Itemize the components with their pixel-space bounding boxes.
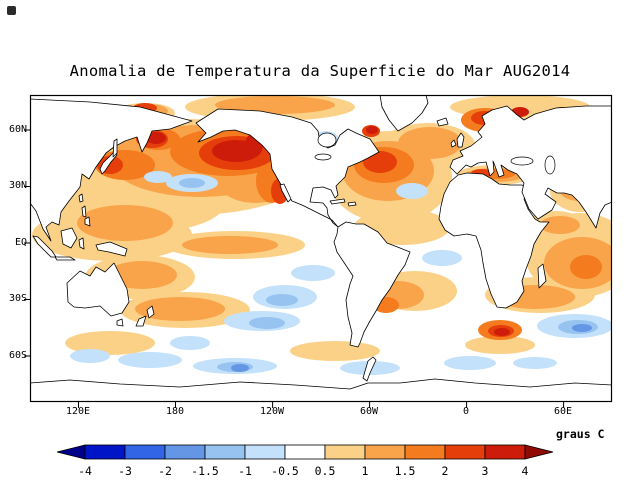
colorbar-segment xyxy=(204,444,246,460)
lon-tick-label: 120W xyxy=(259,406,285,417)
greenland xyxy=(379,95,429,132)
africa xyxy=(438,172,550,309)
chart-title: Anomalia de Temperatura da Superficie do… xyxy=(69,62,571,80)
asia xyxy=(30,98,193,242)
colorbar-segment xyxy=(484,444,526,460)
lat-tick-label: EQ xyxy=(14,237,27,248)
colorbar-segment xyxy=(404,444,446,460)
lon-tick-label: 180 xyxy=(165,406,185,417)
hudson-bay-inlet xyxy=(317,132,337,148)
colorbar-tick-label: -1.5 xyxy=(191,464,219,478)
colorbar-tick-label: 4 xyxy=(522,464,529,478)
philippines-south xyxy=(84,216,91,227)
north-america xyxy=(195,108,380,228)
colorbar-tick-label: 0.5 xyxy=(315,464,336,478)
south-america xyxy=(333,221,411,348)
taiwan xyxy=(78,193,84,203)
lat-tick-label: 60S xyxy=(8,350,27,361)
lat-tick-label: 30N xyxy=(8,180,27,191)
colorbar-tick-label: -0.5 xyxy=(271,464,299,478)
philippines xyxy=(81,205,87,218)
colorbar-tick-label: -3 xyxy=(118,464,132,478)
ireland xyxy=(450,139,457,148)
cuba xyxy=(329,198,346,205)
colorbar-segment xyxy=(84,444,126,460)
hispaniola xyxy=(347,201,357,207)
colorbar-segment xyxy=(124,444,166,460)
lakes xyxy=(314,132,556,175)
antarctic-peninsula xyxy=(362,356,377,382)
new-guinea xyxy=(95,241,128,257)
lat-tick-label: 60N xyxy=(8,124,27,135)
colorbar: -4 -3 -2 -1.5 -1 -0.5 0.5 1 1.5 2 3 4 xyxy=(55,442,555,482)
corner-mark xyxy=(7,6,16,15)
new-zealand-south xyxy=(135,315,147,327)
borneo xyxy=(60,227,78,249)
antarctica xyxy=(30,378,612,402)
iceland xyxy=(436,117,449,127)
europe-and-west-asia xyxy=(449,105,612,229)
colorbar-right-cap xyxy=(524,444,554,460)
lon-tick-label: 0 xyxy=(462,406,470,417)
colorbar-segment xyxy=(444,444,486,460)
lon-tick-label: 120E xyxy=(65,406,91,417)
colorbar-tick-label: -1 xyxy=(238,464,252,478)
map-area: 60N 30N EQ 30S 60S 120E 180 120W 60W 0 6… xyxy=(9,94,613,417)
colorbar-tick-label: 1 xyxy=(362,464,369,478)
new-zealand-north xyxy=(146,305,155,319)
colorbar-left-cap xyxy=(56,444,86,460)
black-sea xyxy=(510,156,534,166)
colorbar-tick-label: 2 xyxy=(442,464,449,478)
sst-anomaly-map xyxy=(24,94,613,408)
colorbar-segment xyxy=(324,444,366,460)
britain xyxy=(456,132,465,148)
madagascar xyxy=(537,263,547,289)
colorbar-tick-label: -2 xyxy=(158,464,172,478)
colorbar-tick-label: 3 xyxy=(482,464,489,478)
sakhalin xyxy=(112,138,118,158)
lon-tick-label: 60E xyxy=(553,406,573,417)
australia xyxy=(66,262,130,317)
tasmania xyxy=(116,318,124,327)
colorbar-segment xyxy=(244,444,286,460)
great-lakes xyxy=(314,153,332,161)
lon-tick-label: 60W xyxy=(359,406,379,417)
colorbar-tick-label: -4 xyxy=(78,464,92,478)
axis-ticks xyxy=(24,129,565,408)
colorbar-segment xyxy=(284,444,326,460)
baja-california xyxy=(279,183,292,203)
colorbar-units-label: graus C xyxy=(556,427,605,441)
lat-tick-label: 30S xyxy=(8,293,27,304)
java xyxy=(54,256,76,261)
caspian-sea xyxy=(544,155,556,175)
map-frame xyxy=(29,94,613,403)
colorbar-segment xyxy=(164,444,206,460)
colorbar-tick-label: 1.5 xyxy=(395,464,416,478)
japan xyxy=(99,151,118,175)
sulawesi xyxy=(78,237,85,250)
colorbar-segment xyxy=(364,444,406,460)
landmasses xyxy=(30,95,612,402)
